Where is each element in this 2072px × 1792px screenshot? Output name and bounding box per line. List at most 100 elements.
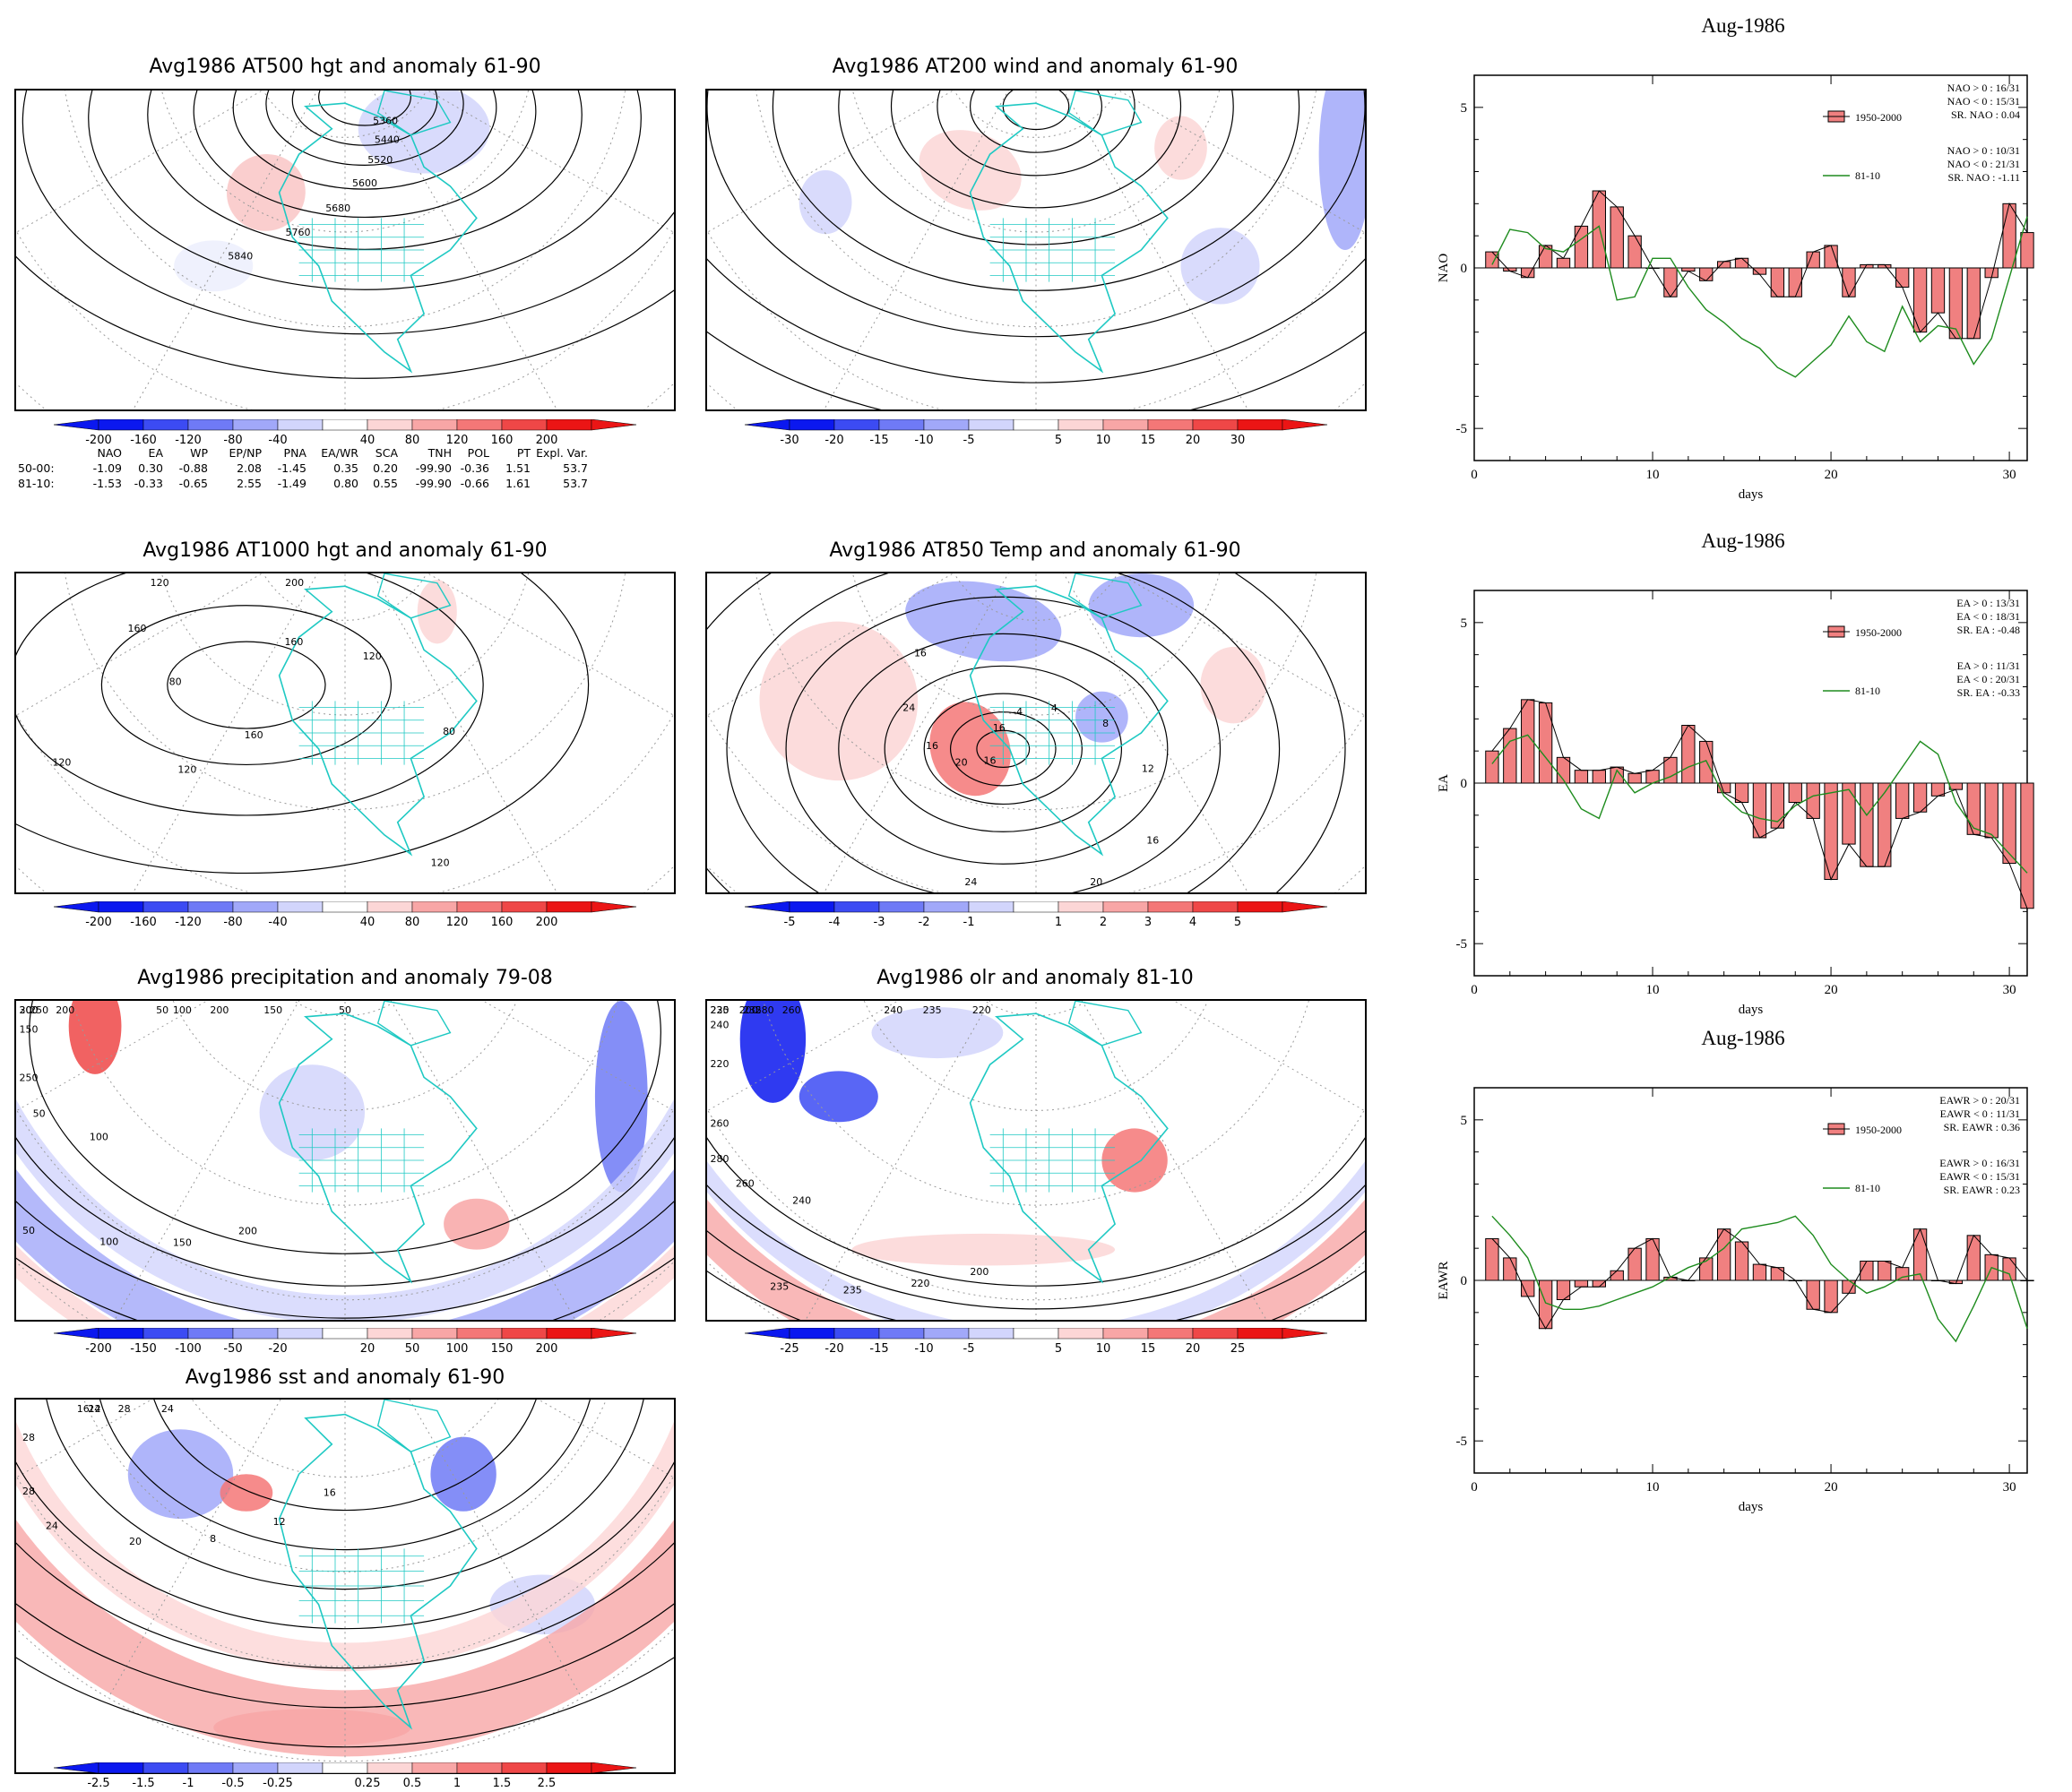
legend-bar-stat: SR. EA : -0.48 — [1957, 624, 2020, 636]
bar — [1485, 750, 1499, 784]
contour-line — [16, 573, 590, 874]
legend-line-label: 81-10 — [1855, 685, 1880, 697]
colorbar-segment — [878, 901, 925, 913]
legend-line-label: 81-10 — [1855, 1182, 1880, 1194]
colorbar-segment — [1237, 1328, 1283, 1340]
colorbar-tick-label: 80 — [404, 916, 420, 929]
bar-connector-line — [1491, 1228, 2028, 1330]
anomaly-shading — [919, 130, 1022, 211]
contour-label: 50 — [22, 1225, 35, 1236]
contour-label: 250 — [30, 1004, 48, 1016]
bar — [1485, 1237, 1499, 1281]
colorbar-segment — [968, 1328, 1014, 1340]
colorbar-tick-label: 200 — [535, 916, 558, 929]
ts-chart-nao: -5 0 5 0 10 20 30 days NAO 1950-2000 NAO > 0 : 16/… — [1437, 74, 2034, 502]
colorbar-segment — [98, 901, 144, 913]
colorbar-segment — [277, 1762, 324, 1774]
bar — [1788, 267, 1802, 297]
colorbar-segment — [1058, 901, 1104, 913]
contour-line — [970, 90, 1102, 153]
contour-label: 300 — [20, 1004, 39, 1016]
bar — [1627, 1247, 1642, 1281]
colorbar-tick-label: 20 — [1185, 1342, 1201, 1356]
contour-label: 200 — [970, 1266, 989, 1278]
anomaly-shading — [1101, 1128, 1168, 1193]
map-layer — [707, 90, 1365, 409]
bar — [1521, 1279, 1535, 1297]
colorbar-segment — [142, 1762, 189, 1774]
meridian-line — [1063, 573, 1248, 892]
map-title-sst: Avg1986 sst and anomaly 61-90 — [185, 1366, 505, 1389]
ts-chart-ea: -5 0 5 0 10 20 30 days EA 1950-2000 EA > 0 : 13/31… — [1437, 590, 2034, 1017]
colorbar-tick-label: 160 — [490, 916, 514, 929]
colorbar-tick-label: -80 — [223, 434, 243, 447]
colorbar-segment — [789, 901, 835, 913]
map-frame-z500: 5360 5440 5520 5600 5680 5760 5840 — [14, 89, 676, 411]
colorbar-arrow-left — [54, 1328, 99, 1340]
colorbar-tick-label: -160 — [130, 434, 157, 447]
contour-label: 220 — [711, 1004, 730, 1016]
legend-bar-stat: EA > 0 : 13/31 — [1956, 597, 2020, 609]
colorbar-segment — [789, 1328, 835, 1340]
contour-label: 280 — [755, 1004, 774, 1016]
bar — [1770, 1267, 1785, 1281]
colorbar-tick-label: 200 — [535, 1342, 558, 1356]
bar — [1966, 782, 1981, 835]
meridian-line — [427, 573, 674, 717]
anomaly-shading — [68, 1001, 122, 1074]
contour-line — [884, 665, 1123, 832]
colorbar-segment — [411, 901, 458, 913]
contour-line — [167, 641, 326, 729]
y-tick-label: -5 — [1456, 422, 1468, 436]
contour-label: 160 — [245, 729, 263, 741]
map-title-olr: Avg1986 olr and anomaly 81-10 — [876, 967, 1194, 989]
colorbar-arrow-left — [54, 419, 99, 431]
x-tick-label: 10 — [1646, 1480, 1660, 1495]
legend-line-stat: SR. EA : -0.33 — [1957, 686, 2020, 699]
contour-line — [838, 633, 1169, 865]
contour-label: 5360 — [373, 115, 398, 126]
bar — [1627, 772, 1642, 784]
anomaly-shading — [759, 621, 919, 781]
coastline — [969, 1012, 1169, 1284]
bar — [1592, 770, 1606, 784]
x-tick-label: 30 — [2003, 1480, 2016, 1495]
colorbar-segment — [546, 419, 592, 431]
map-title-t850: Avg1986 AT850 Temp and anomaly 61-90 — [829, 539, 1241, 562]
contour-label: 16 — [324, 1487, 336, 1499]
bar-connector-line — [1491, 190, 2028, 340]
colorbar-tick-label: -50 — [223, 1342, 243, 1356]
contour-label: 235 — [770, 1281, 789, 1293]
anomaly-shading — [929, 702, 1011, 797]
contour-line — [88, 90, 642, 290]
contour-label: 150 — [20, 1024, 39, 1036]
contour-label: 16 — [984, 754, 997, 766]
colorbar-segment — [923, 419, 970, 431]
contour-label: 120 — [151, 577, 169, 589]
y-tick-label: 0 — [1461, 777, 1468, 791]
contour-label: 235 — [743, 1004, 762, 1016]
colorbar-segment — [187, 1762, 234, 1774]
contour-label: 120 — [363, 650, 382, 662]
colorbar-tick-label: -30 — [780, 434, 799, 447]
colorbar-tick-label: -10 — [914, 434, 934, 447]
meridian-line — [114, 1001, 300, 1320]
legend-line-stat: NAO > 0 : 10/31 — [1947, 144, 2020, 157]
anomaly-shading — [739, 1001, 807, 1103]
meridian-line — [1063, 90, 1248, 409]
meridian-line — [16, 1400, 152, 1478]
coastline-greenland — [1067, 90, 1143, 136]
bar — [1610, 206, 1624, 269]
contour-label: 200 — [210, 1004, 229, 1016]
meridian-line — [427, 90, 674, 234]
contour-label: 220 — [711, 1058, 730, 1070]
contour-line — [16, 573, 484, 816]
legend-bar-label: 1950-2000 — [1855, 626, 1902, 639]
x-tick-label: 0 — [1471, 1480, 1478, 1495]
bar — [1984, 782, 1999, 839]
contour-label: 260 — [711, 1118, 730, 1130]
colorbar-tick-label: -20 — [824, 1342, 844, 1356]
contour-label: 28 — [22, 1432, 35, 1443]
meridian-line — [538, 1400, 674, 1478]
contour-line — [16, 1603, 674, 1709]
